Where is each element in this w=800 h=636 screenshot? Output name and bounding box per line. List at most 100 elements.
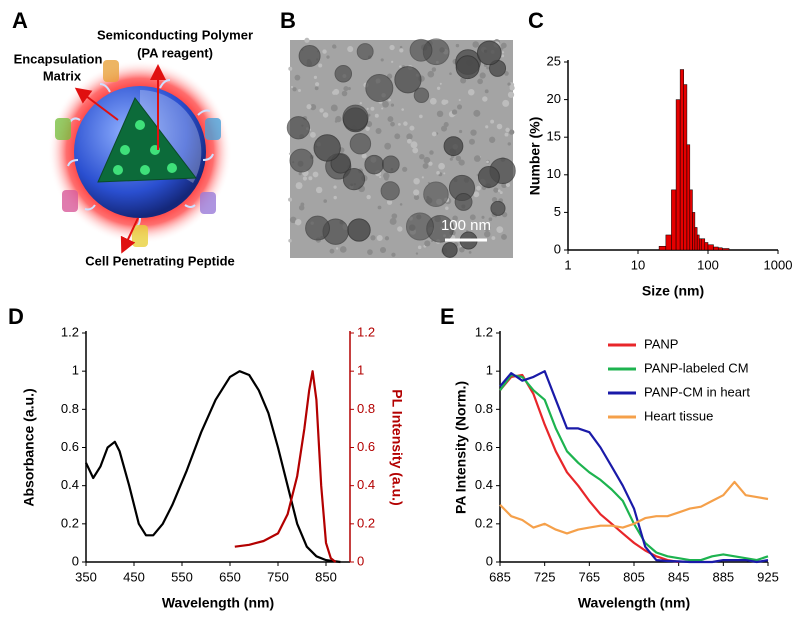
y-tick-label: 0.4	[475, 477, 493, 492]
texture	[319, 108, 324, 113]
texture	[309, 103, 317, 111]
texture	[391, 60, 394, 63]
line	[499, 370, 769, 564]
texture	[370, 106, 375, 111]
texture	[298, 204, 305, 211]
texture	[451, 109, 458, 115]
texture	[507, 91, 515, 98]
texture	[370, 235, 376, 241]
y-tick-label: 0.8	[61, 401, 79, 416]
x-tick-label: 450	[123, 569, 145, 584]
texture	[377, 205, 382, 210]
texture	[500, 42, 507, 49]
texture	[384, 236, 390, 241]
particle	[365, 74, 394, 103]
texture	[330, 104, 338, 112]
texture	[412, 147, 419, 154]
texture	[504, 71, 509, 76]
texture	[483, 224, 491, 232]
chart: E 0 0.2 0.4 0.6 0.8 1 1.2 685 725 765 805 845 885 925 W…	[440, 304, 779, 611]
texture	[459, 246, 465, 253]
texture	[486, 160, 489, 164]
y-tick-label: 5	[554, 204, 561, 219]
diagram-label: Cell Penetrating Peptide	[85, 253, 235, 268]
micrograph: B 100 nm	[280, 8, 516, 258]
texture	[288, 239, 292, 243]
texture	[341, 90, 348, 97]
texture	[429, 97, 437, 105]
texture	[501, 54, 505, 58]
texture	[496, 226, 504, 233]
x-tick-label: 805	[623, 569, 645, 584]
bar	[675, 99, 681, 251]
particle	[443, 136, 464, 156]
texture	[298, 89, 301, 93]
particle	[342, 168, 366, 191]
texture	[313, 75, 318, 79]
texture	[333, 185, 337, 189]
texture	[332, 90, 337, 95]
texture	[431, 131, 437, 137]
texture	[339, 246, 347, 253]
particle	[476, 40, 502, 66]
y-tick-label: 0.2	[475, 515, 493, 530]
diagram-label: Semiconducting Polymer	[97, 27, 253, 42]
line	[499, 373, 679, 564]
diagram-label: (PA reagent)	[137, 45, 213, 60]
texture	[399, 203, 403, 206]
texture	[399, 48, 404, 53]
x-tick-label: 1000	[764, 257, 793, 272]
particle	[349, 132, 372, 155]
texture	[424, 240, 431, 247]
texture	[366, 120, 373, 127]
particle	[423, 181, 449, 208]
texture	[288, 152, 292, 155]
texture	[409, 125, 415, 131]
x-axis-title: Wavelength (nm)	[578, 595, 690, 611]
texture	[484, 89, 489, 94]
texture	[443, 172, 446, 175]
texture	[306, 104, 312, 110]
texture	[473, 191, 480, 198]
texture	[455, 155, 462, 162]
x-tick-label: 725	[534, 569, 556, 584]
y2-axis-title: PL Intensity (a.u.)	[389, 389, 405, 505]
texture	[479, 72, 486, 79]
particle	[313, 134, 341, 162]
texture	[508, 129, 515, 135]
texture	[335, 115, 342, 123]
y-tick-label: 0.4	[61, 477, 79, 492]
texture	[288, 197, 293, 202]
texture	[288, 66, 293, 71]
y-tick-label: 0	[72, 553, 79, 568]
texture	[380, 58, 384, 62]
x-tick-label: 350	[75, 569, 97, 584]
texture	[469, 214, 476, 221]
panel-label: E	[440, 304, 455, 329]
bar	[722, 248, 730, 251]
texture	[439, 82, 442, 85]
core	[97, 97, 197, 183]
y-tick-label: 1	[486, 363, 493, 378]
texture	[383, 172, 390, 180]
texture	[460, 77, 467, 84]
texture	[401, 108, 405, 111]
texture	[476, 185, 481, 191]
particle	[330, 153, 351, 174]
texture	[482, 96, 488, 102]
scale-bar-label: 100 nm	[441, 217, 491, 234]
texture	[436, 110, 444, 118]
texture	[497, 189, 501, 193]
texture	[486, 66, 490, 70]
chart: C 0 5 10 15 20 25 1 10 100 1000 Size (nm) Number (%)	[527, 8, 793, 299]
texture	[300, 202, 305, 207]
particle	[342, 104, 369, 131]
texture	[419, 114, 423, 119]
arrow	[120, 217, 139, 254]
x-tick-label: 1	[564, 257, 571, 272]
line	[234, 370, 337, 563]
texture	[302, 176, 307, 181]
line	[499, 480, 769, 535]
bar	[704, 242, 709, 251]
bar	[671, 189, 677, 251]
